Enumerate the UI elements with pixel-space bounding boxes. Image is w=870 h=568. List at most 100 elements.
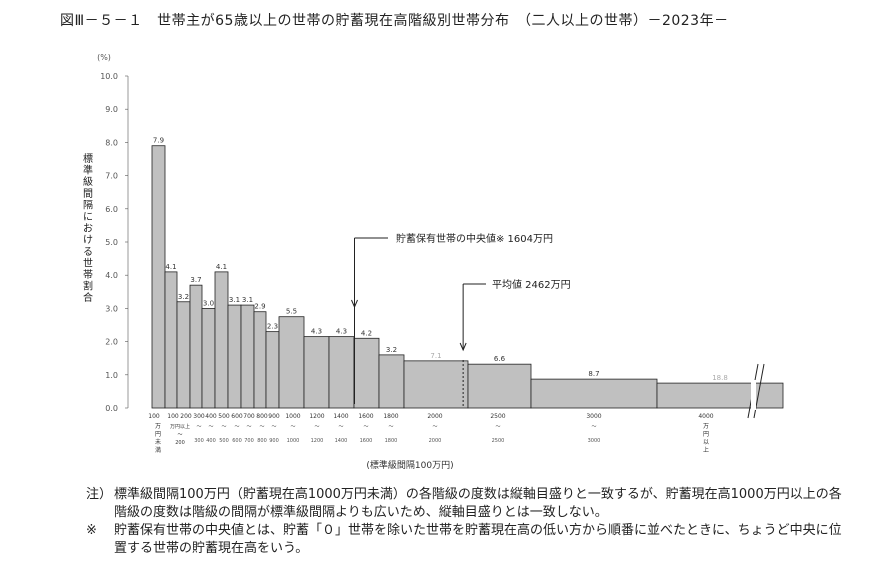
bar-labels: 7.94.13.23.73.04.13.1 3.12.92.35.54.3 4.3 4… (153, 137, 728, 382)
chart-title: 図Ⅲ－５－１ 世帯主が65歳以上の世帯の貯蓄現在高階級別世帯分布 （二人以上の世… (60, 13, 729, 29)
x-tick-label: 1000 (285, 413, 300, 420)
x-tick-label: 200 (180, 413, 192, 420)
bar-value-label: 4.1 (216, 263, 227, 271)
x-tick-label: 600 (231, 413, 243, 420)
x-range-tilde: 〜 (388, 424, 393, 430)
bar (189, 284, 203, 409)
x-sub-label: 上 (703, 446, 709, 454)
y-axis-label-char: 隔 (83, 199, 93, 211)
x-range-tilde: 〜 (221, 424, 226, 430)
x-range-end: 1000 (287, 438, 300, 444)
bar-value-label: 5.5 (286, 308, 297, 316)
bar-value-label: 2.9 (254, 303, 265, 311)
histogram-chart: 0.0 1.0 2.0 3.0 4.0 5.0 6.0 7.0 8.0 9.0 10.0 標準級間隔… (83, 53, 784, 471)
bar-value-label: 3.1 (242, 296, 253, 304)
y-axis-label-char: 級 (83, 175, 93, 188)
x-range-tilde: 〜 (234, 424, 239, 430)
note-2-mark: ※ (86, 523, 97, 538)
bar-value-label: 3.2 (386, 346, 397, 354)
x-range-end: 2000 (429, 438, 442, 444)
x-range-tilde: 〜 (495, 424, 500, 430)
note-1-text: 標準級間隔100万円（貯蓄現在高1000万円未満）の各階級の度数は縦軸目盛りと一… (114, 487, 842, 520)
x-sub-label: 円 (155, 431, 161, 438)
x-tick-label: 700 (243, 413, 255, 420)
x-sub-label: 〜 (177, 432, 182, 438)
x-tick-label: 1800 (383, 413, 398, 420)
note-1: 注） 標準級間隔100万円（貯蓄現在高1000万円未満）の各階級の度数は縦軸目盛… (86, 486, 846, 522)
bar (176, 301, 191, 409)
x-sub-label: 万 (703, 423, 709, 430)
bar (227, 304, 242, 409)
bar (240, 304, 255, 409)
y-axis-label-char: 帯 (83, 268, 93, 281)
bar-value-label: 4.2 (361, 329, 372, 337)
bar (164, 271, 178, 409)
x-range-tilde: 〜 (246, 424, 251, 430)
y-axis-label-char: 標 (83, 152, 93, 165)
note-2-text: 貯蓄保有世帯の中央値とは、貯蓄「０」世帯を除いた世帯を貯蓄現在高の低い方から順番… (114, 523, 842, 556)
bar-value-label: 3.7 (190, 276, 201, 284)
bar (214, 271, 229, 409)
x-axis: 100 100 200 300 400 500 600 700 800 900 1000 1200 14… (148, 363, 765, 454)
bar (303, 336, 330, 409)
y-tick-label: 1.0 (105, 371, 118, 380)
notes: 注） 標準級間隔100万円（貯蓄現在高1000万円未満）の各階級の度数は縦軸目盛… (86, 486, 846, 558)
x-tick-label: 500 (218, 413, 230, 420)
x-sub-label: 200 (175, 440, 185, 446)
y-axis-label-char: 世 (83, 257, 93, 269)
median-label: 貯蓄保有世帯の中央値※ 1604万円 (396, 232, 553, 245)
bar (403, 360, 469, 409)
bar-value-label: 18.8 (712, 374, 728, 382)
bar (201, 307, 216, 409)
x-sub-label: 万 (155, 423, 161, 430)
x-range-end: 1400 (335, 438, 348, 444)
x-range-end: 600 (232, 438, 242, 444)
bar (530, 378, 658, 409)
x-range-end: 3000 (588, 438, 601, 444)
y-tick-label: 10.0 (100, 72, 118, 81)
x-range-tilde: 〜 (196, 424, 201, 430)
mean-label: 平均値 2462万円 (492, 278, 571, 291)
bar-value-label: 2.3 (267, 323, 278, 331)
x-sub-label: 万円以上 (170, 423, 190, 430)
bar (353, 337, 380, 409)
bar-value-label: 4.3 (336, 328, 347, 336)
bar-value-label: 8.7 (588, 370, 599, 378)
x-range-end: 2500 (492, 438, 505, 444)
y-tick-label: 6.0 (105, 205, 118, 214)
x-tick-label: 400 (205, 413, 217, 420)
median-arrow (351, 299, 358, 309)
bar (656, 382, 784, 409)
x-sub-label: 満 (155, 446, 161, 454)
y-axis-label-char: お (83, 223, 93, 235)
x-range-end: 1200 (311, 438, 324, 444)
bar-value-label: 4.3 (311, 328, 322, 336)
x-range-end: 900 (269, 438, 279, 444)
y-tick-label: 8.0 (105, 138, 118, 147)
x-range-end: 800 (257, 438, 267, 444)
x-range-tilde: 〜 (338, 424, 343, 430)
bars (151, 145, 784, 409)
x-tick-label: 1600 (358, 413, 373, 420)
x-range-end: 500 (219, 438, 229, 444)
mean-arrow (459, 342, 467, 352)
x-tick-label: 900 (268, 413, 280, 420)
bar (265, 331, 280, 409)
x-range-end: 700 (244, 438, 254, 444)
x-tick-label: 100 (148, 413, 160, 420)
x-tick-label: 2000 (427, 413, 442, 420)
y-tick-label: 0.0 (105, 404, 118, 413)
x-range-tilde: 〜 (208, 424, 213, 430)
bar-value-label: 7.1 (430, 352, 441, 360)
x-tick-label: 100 (167, 413, 179, 420)
y-axis-label-char: 合 (83, 291, 93, 304)
x-tick-label: 800 (256, 413, 268, 420)
y-axis-label-char: 間 (83, 188, 93, 200)
bar-value-label: 4.1 (165, 263, 176, 271)
bar (278, 316, 305, 409)
x-tick-label: 2500 (490, 413, 505, 420)
axis-break-gap (751, 380, 756, 410)
bar (328, 336, 355, 409)
